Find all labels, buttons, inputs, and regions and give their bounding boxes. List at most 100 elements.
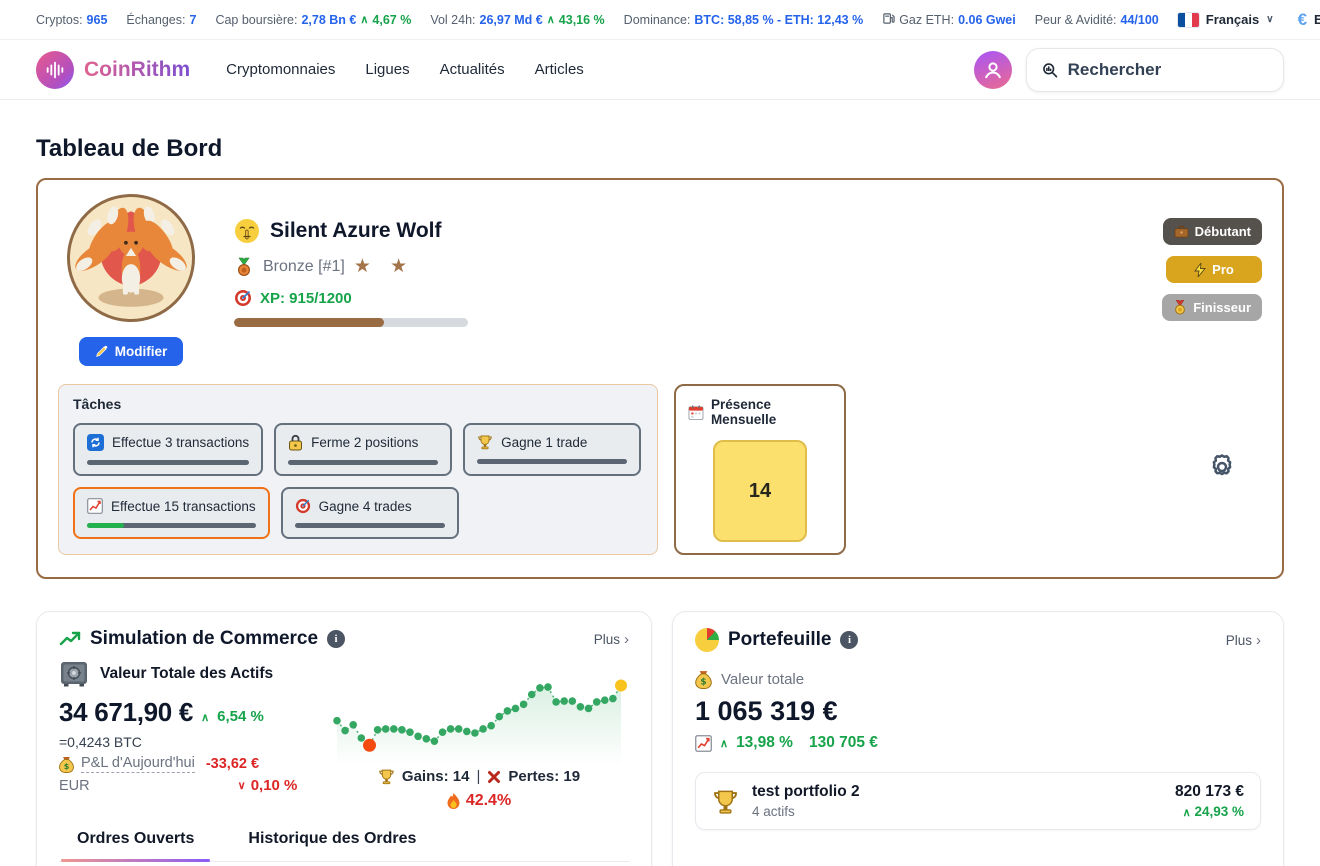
task-gagne-4-trades[interactable]: Gagne 4 trades bbox=[280, 487, 459, 539]
stat-cryptos-value: 965 bbox=[86, 12, 108, 27]
task-progress-fill bbox=[87, 523, 125, 528]
xp-progress-bar bbox=[234, 318, 468, 327]
stat-dominance-label: Dominance: bbox=[623, 12, 691, 27]
task-effectue-15-transactions[interactable]: Effectue 15 transactions bbox=[73, 487, 270, 539]
total-assets-change: 6,54 % bbox=[217, 708, 264, 725]
nav-item-ligues[interactable]: Ligues bbox=[365, 61, 410, 78]
portfolio-change-percent: 13,98 % bbox=[736, 734, 793, 751]
task-label: Gagne 4 trades bbox=[318, 498, 412, 514]
info-icon[interactable] bbox=[327, 630, 346, 648]
presence-title: Présence Mensuelle bbox=[710, 397, 777, 427]
search-input[interactable] bbox=[1067, 59, 1269, 80]
svg-text:$: $ bbox=[700, 678, 706, 688]
stat-dominance-value: BTC: 58,85 % - ETH: 12,43 % bbox=[694, 12, 864, 27]
lock-icon bbox=[289, 434, 303, 451]
stat-marketcap: Cap boursière: 2,78 Bn € ∧ 4,67 % bbox=[215, 13, 411, 27]
person-icon bbox=[985, 61, 1001, 78]
btc-equivalent: =0,4243 BTC bbox=[59, 734, 142, 750]
portfolio-list-item[interactable]: test portfolio 2 4 actifs 820 173 € ∧ 24… bbox=[695, 772, 1261, 830]
medal-icon bbox=[1175, 300, 1186, 315]
profile-dashboard-card: Modifier Silent Azure Wolf bbox=[36, 178, 1284, 579]
nav-item-articles[interactable]: Articles bbox=[534, 61, 584, 78]
portfolio-card-title: Portefeuille bbox=[728, 629, 832, 650]
tab-historique-des-ordres[interactable]: Historique des Ordres bbox=[248, 830, 417, 847]
badge-debutant-label: Débutant bbox=[1194, 224, 1251, 239]
dashboard-settings-button[interactable] bbox=[1207, 452, 1237, 487]
winrate-row: 42.4% bbox=[447, 792, 511, 810]
up-caret-icon: ∧ bbox=[720, 737, 729, 750]
profile-avatar-fox[interactable] bbox=[67, 194, 195, 322]
up-caret-icon: ∧ bbox=[360, 14, 369, 26]
trading-card-title: Simulation de Commerce bbox=[90, 628, 319, 649]
trophy-icon bbox=[379, 769, 394, 785]
brand-name[interactable]: CoinRithm bbox=[84, 57, 191, 81]
stat-exchanges-label: Échanges: bbox=[126, 12, 186, 27]
badge-finisseur-label: Finisseur bbox=[1193, 300, 1251, 315]
tab-ordres-ouverts[interactable]: Ordres Ouverts bbox=[60, 822, 211, 862]
chevron-right-icon: › bbox=[1256, 631, 1261, 649]
stat-gas: Gaz ETH: 0.06 Gwei bbox=[882, 12, 1016, 28]
task-label: Ferme 2 positions bbox=[311, 435, 419, 450]
badge-finisseur: Finisseur bbox=[1162, 294, 1262, 321]
refresh-icon bbox=[87, 434, 104, 451]
currency-selector[interactable]: € EUR ∨ bbox=[1298, 10, 1320, 30]
calendar-icon bbox=[688, 404, 704, 420]
global-stats-bar: Cryptos: 965 Échanges: 7 Cap boursière: … bbox=[0, 0, 1320, 40]
fire-icon bbox=[447, 793, 460, 809]
svg-text:$: $ bbox=[64, 762, 70, 771]
user-avatar[interactable] bbox=[974, 50, 1012, 89]
stat-volume-label: Vol 24h: bbox=[430, 12, 476, 27]
up-caret-icon: ∧ bbox=[1182, 807, 1191, 819]
language-selector-label: Français bbox=[1205, 12, 1260, 27]
cross-mark-icon bbox=[488, 770, 501, 783]
nav-item-actualites[interactable]: Actualités bbox=[439, 61, 505, 78]
portfolio-more-link[interactable]: Plus › bbox=[1226, 632, 1261, 649]
trading-more-link[interactable]: Plus › bbox=[594, 631, 629, 648]
pnl-today-value: -33,62 € bbox=[205, 756, 260, 772]
stat-fear-greed-value: 44/100 bbox=[1120, 12, 1159, 27]
total-assets-label: Valeur Totale des Actifs bbox=[100, 665, 274, 682]
chevron-right-icon: › bbox=[624, 630, 629, 648]
badge-debutant: Débutant bbox=[1162, 218, 1262, 245]
money-bag-icon: $ bbox=[695, 671, 712, 689]
lightning-icon bbox=[1194, 262, 1207, 277]
portfolio-total-value: 1 065 319 € bbox=[695, 696, 838, 726]
french-flag-icon bbox=[1177, 12, 1199, 27]
search-box[interactable] bbox=[1026, 47, 1284, 92]
task-label: Gagne 1 trade bbox=[501, 434, 588, 450]
coinrithm-logo-icon[interactable] bbox=[36, 50, 74, 89]
info-icon[interactable] bbox=[840, 631, 859, 649]
portfolio-total-label: Valeur totale bbox=[721, 671, 805, 688]
task-label: Effectue 3 transactions bbox=[112, 435, 250, 450]
task-gagne-1-trade[interactable]: Gagne 1 trade bbox=[463, 423, 642, 476]
target-icon bbox=[235, 290, 251, 306]
stat-exchanges: Échanges: 7 bbox=[126, 13, 196, 27]
presence-day-tile: 14 bbox=[713, 440, 807, 542]
stat-dominance: Dominance: BTC: 58,85 % - ETH: 12,43 % bbox=[624, 13, 864, 27]
portfolio-change-value: 130 705 € bbox=[808, 734, 878, 751]
league-label: Bronze [#1] bbox=[263, 257, 345, 275]
task-ferme-2-positions[interactable]: Ferme 2 positions bbox=[274, 423, 453, 476]
edit-profile-label: Modifier bbox=[114, 344, 168, 359]
target-icon bbox=[295, 498, 310, 514]
currency-selector-label: EUR bbox=[1314, 12, 1320, 27]
league-medal-icon bbox=[237, 257, 251, 276]
task-effectue-3-transactions[interactable]: Effectue 3 transactions bbox=[73, 423, 264, 476]
task-label: Effectue 15 transactions bbox=[111, 498, 256, 514]
nav-item-cryptomonnaies[interactable]: Cryptomonnaies bbox=[226, 61, 336, 78]
winrate-value: 42.4% bbox=[465, 792, 512, 809]
stat-volume-value: 26,97 Md € bbox=[479, 12, 543, 27]
tasks-panel: Tâches Effectue 3 transactions bbox=[58, 384, 658, 555]
stat-marketcap-value: 2,78 Bn € bbox=[301, 12, 357, 27]
main-navbar: CoinRithm Cryptomonnaies Ligues Actualit… bbox=[0, 40, 1320, 100]
pie-chart-icon bbox=[695, 628, 719, 652]
edit-profile-button[interactable]: Modifier bbox=[78, 337, 184, 366]
total-assets-value: 34 671,90 € bbox=[59, 697, 194, 727]
more-label: Plus bbox=[593, 631, 620, 647]
losses-count: Pertes: 19 bbox=[508, 768, 581, 785]
day-change-percent: ∨ 0,10 % bbox=[237, 777, 298, 794]
chart-increasing-icon bbox=[87, 498, 103, 514]
league-stars: ★ ★ bbox=[353, 256, 415, 277]
pnl-today-label[interactable]: P&L d'Aujourd'hui bbox=[81, 755, 195, 773]
language-selector[interactable]: Français ∨ bbox=[1177, 12, 1274, 27]
